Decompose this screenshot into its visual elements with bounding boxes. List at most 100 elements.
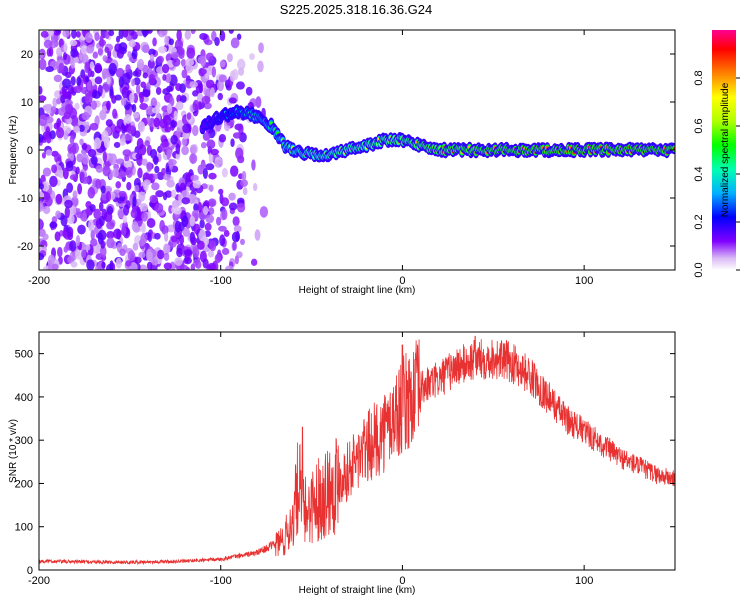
noise-blob: [87, 149, 97, 158]
noise-blob: [45, 149, 53, 156]
noise-blob: [86, 80, 92, 92]
noise-blob: [141, 212, 148, 222]
noise-blob: [103, 185, 113, 194]
noise-blob: [70, 261, 78, 268]
noise-blob: [102, 165, 111, 177]
noise-blob: [92, 90, 101, 99]
noise-blob: [202, 258, 209, 269]
noise-blob: [65, 91, 72, 99]
noise-blob: [80, 69, 86, 79]
noise-blob: [173, 110, 178, 122]
noise-blob: [115, 67, 125, 78]
noise-blob: [147, 232, 153, 243]
noise-blob: [149, 194, 158, 204]
noise-blob: [164, 232, 169, 242]
colorbar-ticks: 0.0 0.2 0.4 0.6 0.8: [693, 70, 740, 278]
snr-x-axis-label: Height of straight line (km): [299, 585, 416, 596]
noise-blob: [85, 244, 91, 251]
noise-blob: [161, 141, 170, 148]
noise-blob: [39, 252, 45, 261]
noise-blob: [98, 215, 105, 227]
noise-blob: [197, 55, 206, 64]
noise-blob: [52, 97, 58, 108]
spectrogram-y-tick-label: -20: [17, 241, 33, 253]
noise-blob: [133, 130, 141, 139]
noise-blob: [102, 55, 108, 62]
noise-blob: [211, 66, 217, 78]
noise-blob: [198, 229, 206, 242]
noise-blob: [95, 178, 102, 189]
noise-blob: [214, 36, 220, 47]
noise-blob: [73, 126, 81, 134]
noise-blob: [154, 232, 161, 240]
noise-blob: [235, 147, 244, 160]
noise-blob: [149, 54, 155, 62]
noise-blob: [81, 143, 88, 151]
noise-blob: [175, 83, 182, 92]
noise-blob: [112, 228, 122, 240]
noise-blob: [99, 109, 107, 121]
noise-blob: [39, 95, 47, 102]
noise-blob: [189, 215, 196, 227]
noise-blob: [75, 31, 81, 38]
noise-blob: [143, 179, 150, 186]
noise-blob: [127, 125, 136, 135]
noise-blob: [156, 55, 164, 64]
noise-blob: [154, 202, 164, 214]
noise-blob: [101, 130, 109, 143]
noise-blob: [218, 188, 224, 195]
noise-blob: [63, 42, 68, 53]
noise-blob: [102, 105, 108, 113]
noise-blob: [229, 70, 236, 82]
noise-blob: [101, 261, 106, 269]
noise-blob: [39, 133, 44, 143]
noise-blob: [179, 264, 189, 270]
noise-blob: [85, 75, 90, 83]
noise-blob: [150, 97, 158, 108]
spectrogram-x-tick-label: 0: [399, 275, 405, 287]
noise-blob: [180, 58, 186, 67]
noise-blob: [91, 156, 98, 165]
noise-blob: [54, 153, 62, 164]
noise-blob: [76, 153, 84, 163]
noise-blob: [208, 184, 214, 192]
noise-blob: [193, 203, 199, 212]
noise-blob: [112, 168, 120, 178]
spectrogram-y-tick-label: 0: [27, 145, 33, 157]
noise-blob: [225, 265, 234, 270]
noise-blob: [192, 99, 200, 112]
colorbar: 0.0 0.2 0.4 0.6 0.8 Normalized spectral ampl…: [693, 30, 740, 278]
snr-y-axis-label: SNR (10 * v/v): [8, 419, 19, 483]
noise-blob: [43, 39, 53, 49]
noise-blob: [49, 221, 58, 229]
noise-blob: [69, 152, 75, 162]
noise-blob: [63, 111, 71, 120]
noise-blob: [70, 59, 75, 69]
noise-blob: [200, 161, 206, 170]
noise-blob: [166, 73, 172, 83]
noise-blob: [41, 181, 50, 192]
noise-blob: [172, 57, 181, 67]
noise-blob: [118, 171, 127, 178]
noise-blob: [67, 213, 75, 225]
noise-blob: [176, 94, 182, 104]
noise-blob: [55, 193, 63, 205]
noise-blob: [77, 224, 86, 235]
noise-blob: [45, 126, 51, 137]
spectrogram-x-tick-label: -200: [28, 275, 50, 287]
noise-blob: [125, 64, 131, 73]
noise-blob: [241, 170, 247, 182]
noise-blob: [121, 72, 131, 85]
noise-blob: [70, 196, 79, 208]
noise-blob: [69, 240, 77, 252]
noise-blob: [108, 30, 115, 37]
noise-blob: [56, 117, 62, 128]
noise-blob: [166, 179, 175, 188]
noise-blob: [71, 30, 77, 39]
noise-blob: [182, 227, 190, 237]
noise-blob: [104, 46, 110, 54]
noise-blob: [202, 167, 208, 179]
noise-blob: [228, 202, 238, 211]
noise-blob: [176, 127, 181, 139]
snr-y-tick-label: 0: [27, 565, 33, 577]
